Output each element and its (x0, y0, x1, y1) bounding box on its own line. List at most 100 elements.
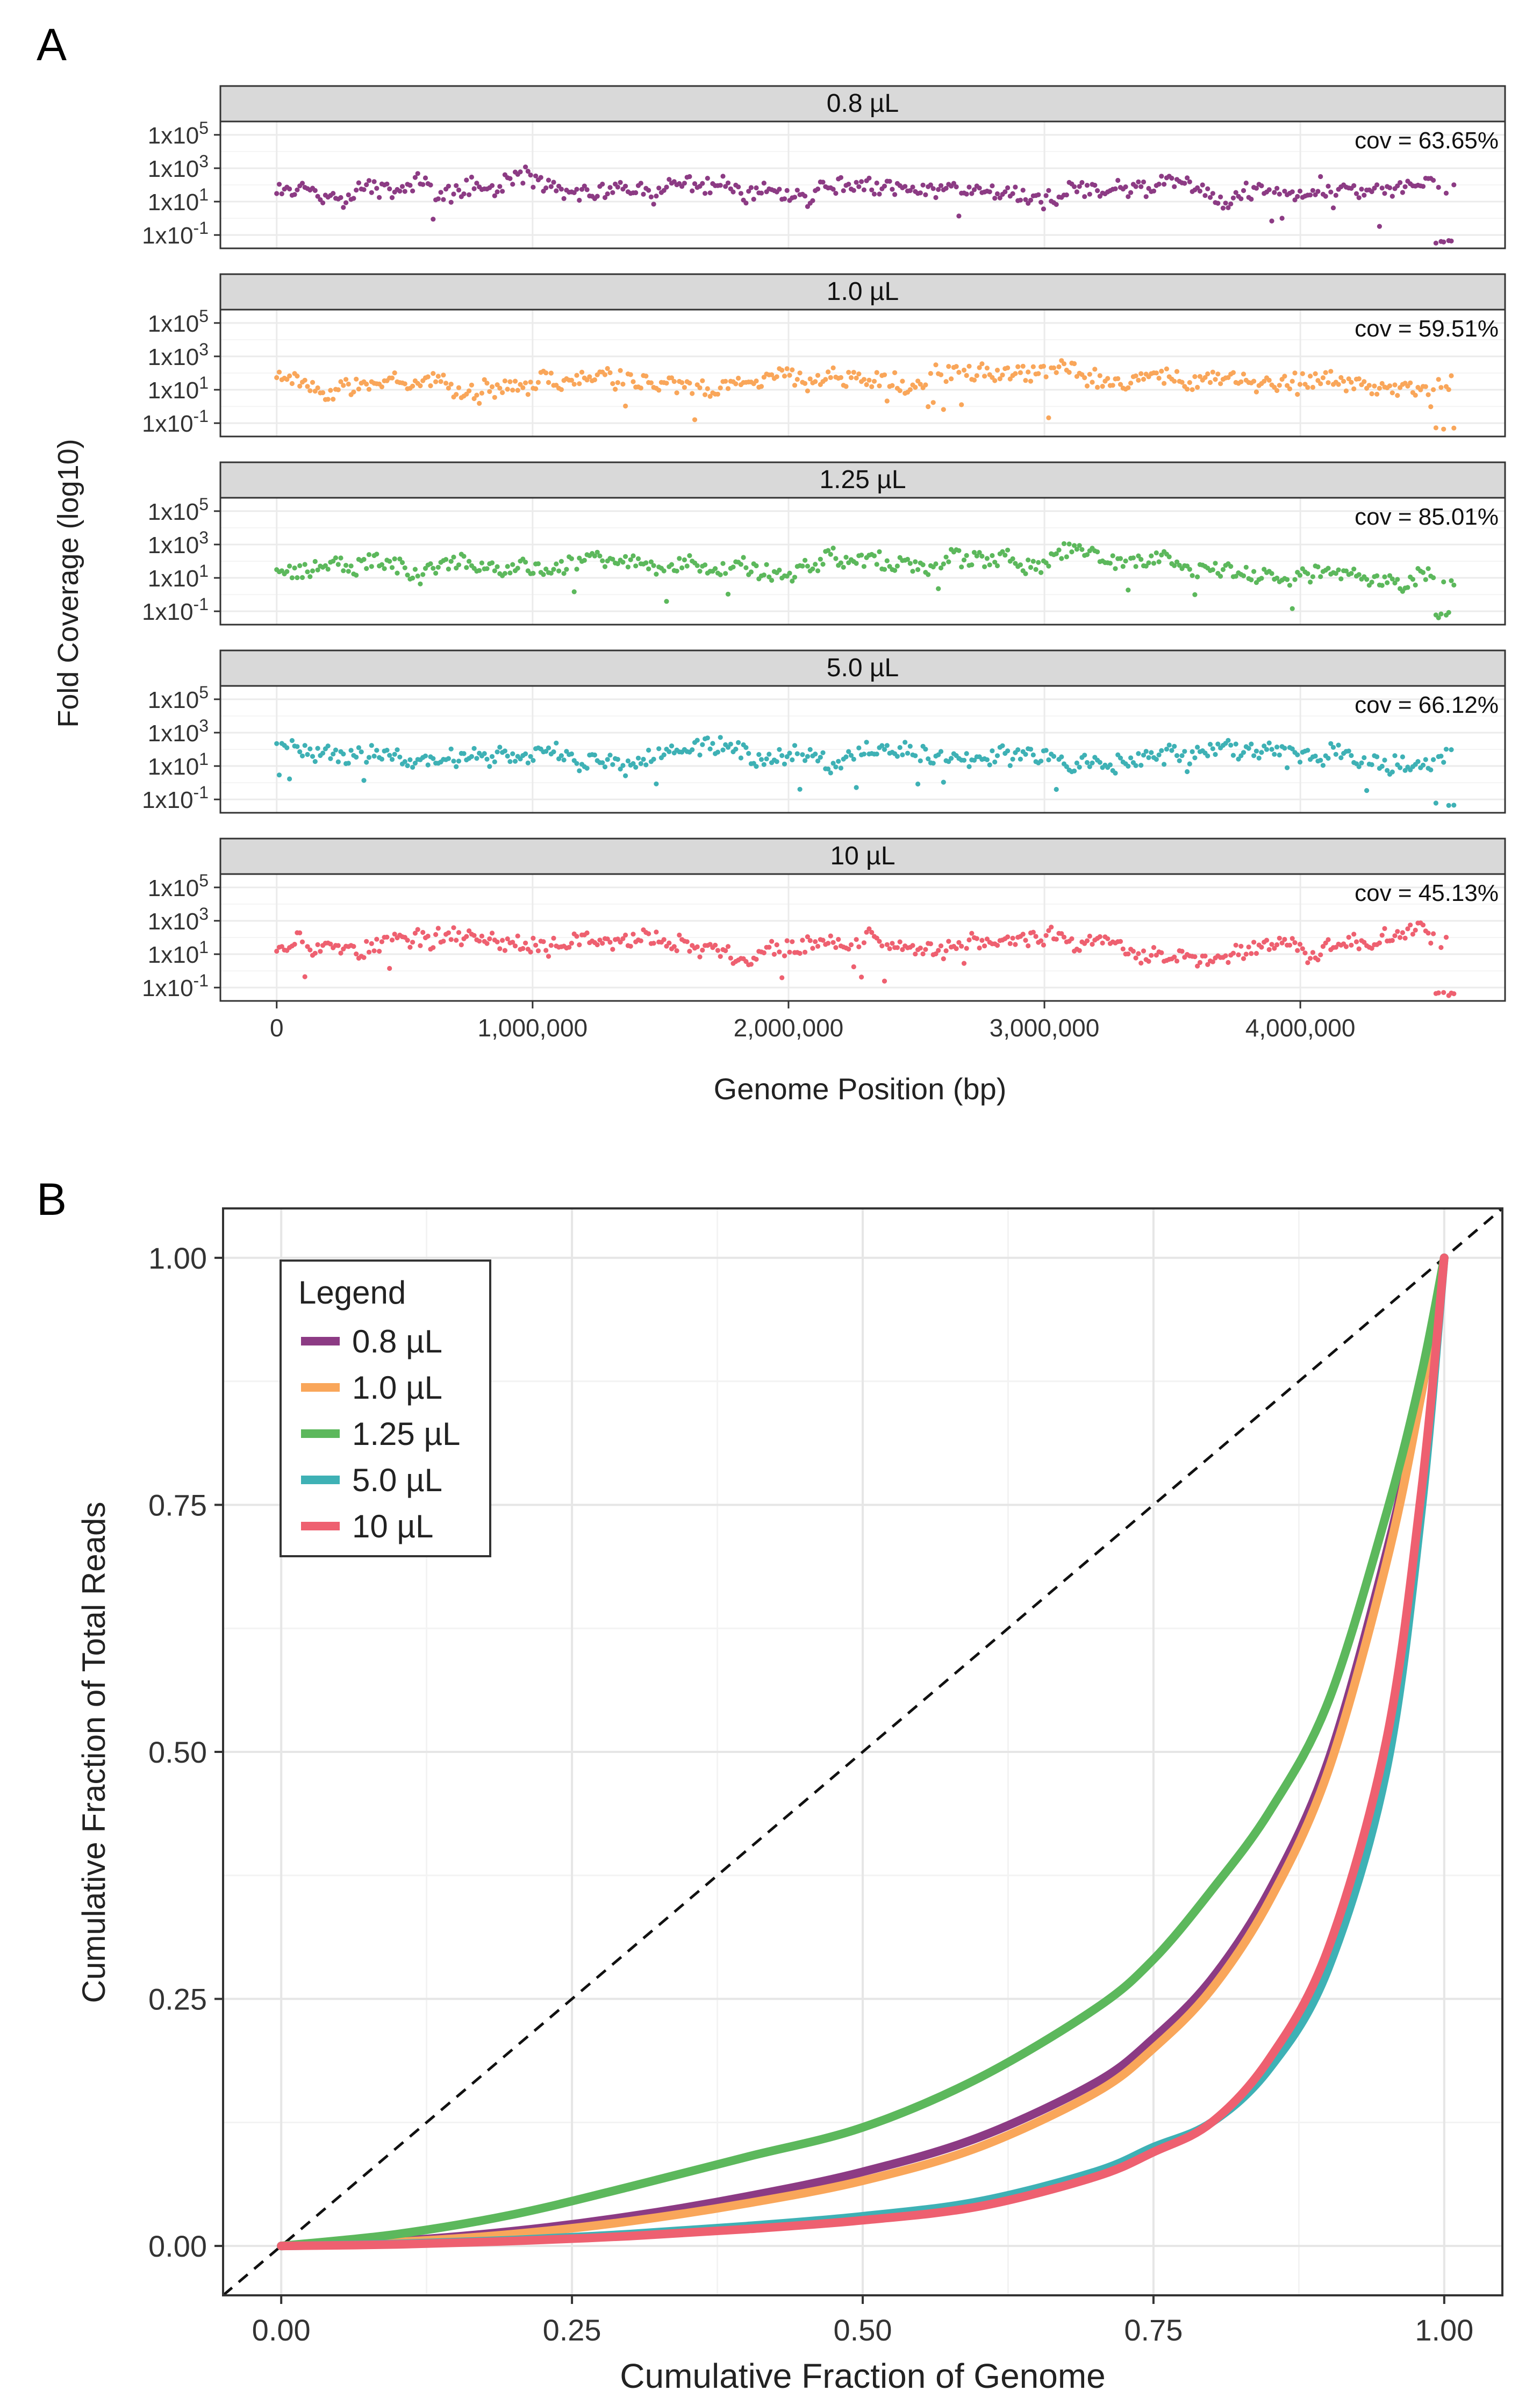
facet-point (1387, 383, 1393, 389)
facet-point (374, 748, 379, 753)
facet-point (366, 552, 372, 557)
facet-point (1297, 382, 1303, 387)
facet-point (276, 182, 282, 187)
facet-point (615, 380, 620, 385)
facet-point (1346, 748, 1351, 754)
facet-point (707, 190, 713, 196)
facet-point (1030, 929, 1036, 935)
facet-point (525, 392, 531, 397)
facet-point (1297, 760, 1303, 765)
facet-point (1426, 930, 1431, 936)
facet-point (1374, 754, 1380, 760)
facet-point (782, 374, 787, 379)
facet-point (928, 371, 933, 376)
facet-point (384, 181, 390, 187)
facet-point (584, 765, 590, 771)
facet-point (790, 367, 795, 373)
facet-point (1023, 197, 1028, 202)
panel-b-x-axis-title: Cumulative Fraction of Genome (620, 2357, 1106, 2395)
facet-point (661, 937, 667, 942)
facet-point (1266, 947, 1272, 953)
facet-point (1423, 757, 1428, 762)
facet-point (959, 943, 964, 949)
facet-point (866, 175, 872, 181)
facet-border (219, 497, 1506, 626)
facet-point (1126, 385, 1131, 390)
facet-point (1290, 606, 1295, 611)
facet-point (618, 940, 623, 945)
facet-point (341, 383, 346, 388)
facet-point (402, 759, 407, 764)
facet-point (351, 196, 356, 201)
facet-point (554, 561, 559, 567)
facet-point (415, 171, 420, 176)
facet-point (1438, 754, 1444, 759)
facet-point (784, 754, 790, 760)
facet-point (410, 188, 416, 194)
facet-point (456, 562, 462, 568)
facet-point (1364, 788, 1370, 793)
facet-point (1028, 378, 1034, 384)
facet-point (477, 568, 482, 573)
facet-point (1159, 174, 1164, 179)
facet-point (682, 181, 687, 186)
facet-point (1328, 741, 1334, 746)
facet-point (1436, 377, 1441, 382)
facet-point (1287, 583, 1292, 588)
facet-point (790, 578, 795, 584)
facet-point (736, 375, 741, 381)
facet-point (1313, 753, 1318, 759)
facet-point (331, 751, 336, 757)
facet-point (700, 947, 705, 953)
facet-strip-label: 5.0 µL (827, 654, 899, 682)
facet-point (1190, 573, 1195, 578)
facet-point (794, 188, 800, 193)
facet-point (369, 190, 374, 195)
facet-point (631, 932, 636, 937)
facet-point (1141, 179, 1147, 185)
facet-point (1295, 752, 1300, 757)
facet-point (1318, 952, 1323, 957)
facet-point (469, 754, 475, 759)
facet-point (718, 954, 723, 959)
facet-point (1343, 944, 1349, 949)
facet-point (315, 567, 320, 572)
facet-point (412, 567, 418, 572)
facet-point (1033, 934, 1038, 939)
facet-point (1249, 196, 1254, 202)
facet-point (1223, 953, 1228, 958)
facet-point (1262, 743, 1267, 749)
facet-point (320, 750, 326, 756)
facet-point (346, 192, 351, 198)
facet-point (971, 377, 977, 383)
equality-reference-line (222, 1207, 1503, 2296)
facet-point (803, 194, 808, 199)
facet-point (289, 381, 295, 386)
facet-point (594, 194, 600, 199)
facet-point (979, 554, 985, 559)
facet-point (605, 191, 610, 197)
facet-point (656, 185, 662, 191)
facet-point (941, 407, 946, 412)
facet-point (471, 746, 477, 751)
facet-point (507, 379, 513, 384)
facet-y-tick-label: 1x101 (148, 561, 209, 592)
facet-point (487, 936, 492, 942)
facet-point (479, 933, 485, 939)
facet-point (579, 187, 585, 192)
facet-point (733, 747, 739, 752)
facet-point (464, 934, 469, 939)
facet-point (543, 567, 549, 572)
facet-point (923, 747, 928, 752)
facet-point (1262, 378, 1267, 384)
facet-point (631, 379, 636, 384)
facet-point (1133, 955, 1138, 961)
facet-point (620, 382, 626, 387)
facet-point (920, 562, 926, 568)
facet-point (990, 553, 995, 559)
facet-point (854, 180, 859, 185)
facet-point (1118, 382, 1123, 387)
facet-point (1054, 202, 1059, 207)
facet-point (1264, 937, 1270, 943)
